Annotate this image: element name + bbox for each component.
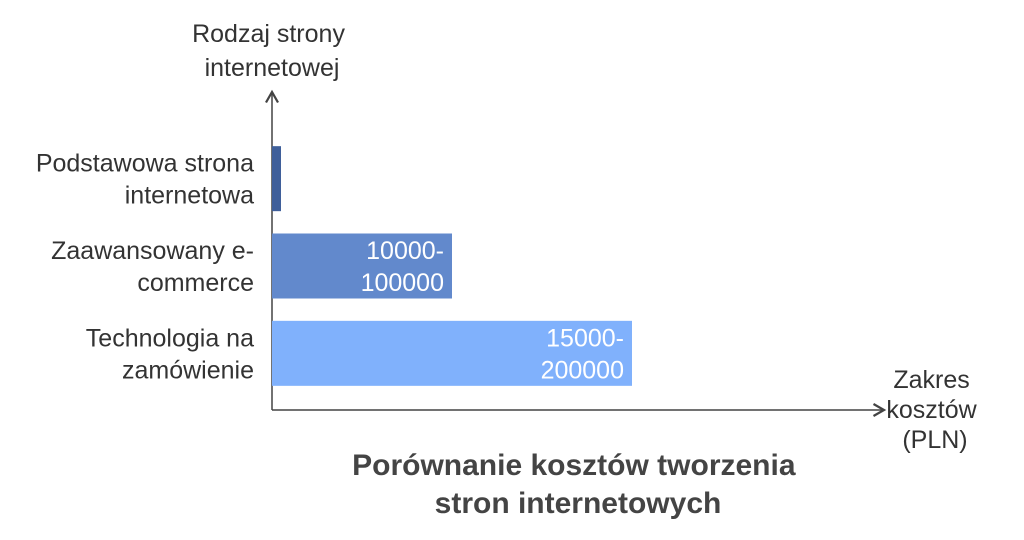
category-tick-label: Zaawansowany e-commerce <box>51 237 254 297</box>
category-tick-label: Technologia na zamówienie <box>86 324 254 384</box>
x-axis-title: Zakres kosztów (PLN) <box>886 366 983 454</box>
bar <box>272 146 281 212</box>
bar <box>272 233 452 299</box>
data-label-group: 10000-100000 15000-200000 <box>361 237 624 384</box>
bar <box>272 320 632 386</box>
bar-group <box>272 146 632 386</box>
bar-data-label: 10000-100000 <box>361 237 444 297</box>
category-label-group: Podstawowa strona internetowa Zaawansowany… <box>36 150 254 385</box>
chart-title: Porównanie kosztów tworzenia stron inter… <box>352 449 804 520</box>
bar-data-label: 15000-200000 <box>541 324 624 384</box>
category-tick-label: Podstawowa strona internetowa <box>36 150 254 210</box>
y-axis-title: Rodzaj strony internetowej <box>192 20 352 82</box>
